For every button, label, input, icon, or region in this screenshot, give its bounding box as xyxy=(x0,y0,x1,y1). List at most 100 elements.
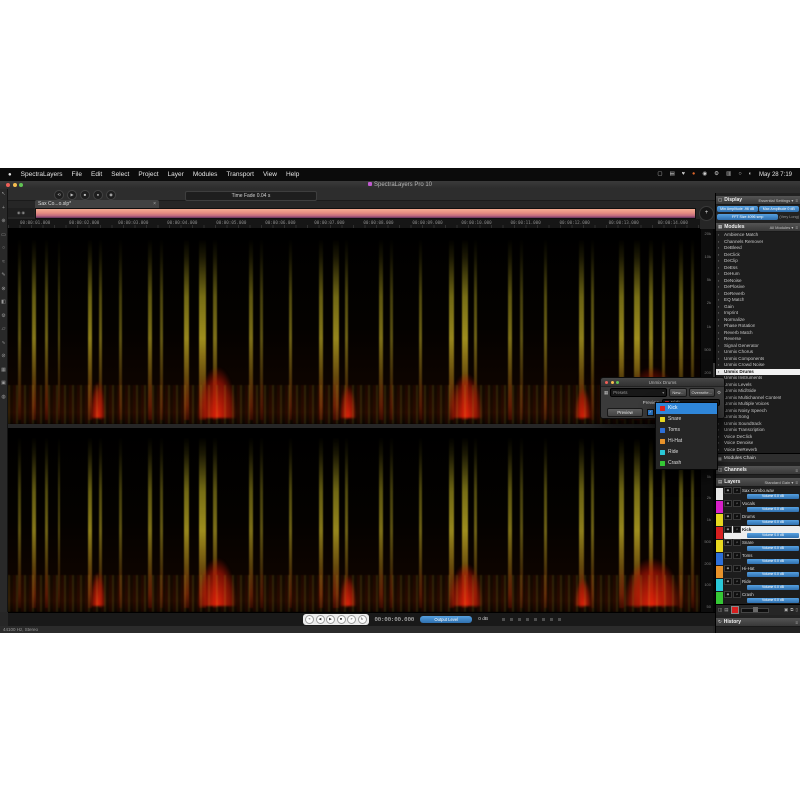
module-list-item[interactable]: ▪ Unmix Chorus xyxy=(716,349,800,356)
layer-visibility-toggle[interactable]: ◉ xyxy=(724,591,732,598)
layer-visibility-toggle[interactable]: ◉ xyxy=(724,500,732,507)
status-icon[interactable]: ⚙ xyxy=(714,171,720,177)
module-list-item[interactable]: ▪ Channels Remover xyxy=(716,239,800,246)
module-list-item[interactable]: ▪ EQ Match xyxy=(716,297,800,304)
dialog-minimize-button[interactable] xyxy=(610,380,614,384)
module-list-item[interactable]: ▪ Unmix Crowd Noise xyxy=(716,362,800,369)
layer-color-chip[interactable] xyxy=(716,513,723,526)
preset-new-button[interactable]: New... xyxy=(669,388,687,397)
dialog-zoom-button[interactable] xyxy=(616,380,619,384)
stem-dropdown-item[interactable]: Toms xyxy=(656,425,717,436)
toolbar-button[interactable]: ◉ xyxy=(106,190,116,200)
display-menu-icon[interactable]: ≡ xyxy=(795,197,798,203)
time-ruler[interactable]: 00:00:01.000 00:00:02.000 00:00:03.000 00:0… xyxy=(8,219,700,229)
layer-volume-slider[interactable]: Volume 0.0 dB xyxy=(747,520,799,525)
layer-row[interactable]: ◉ ♫ Hi-Hat Volume 0.0 dB xyxy=(716,565,800,578)
tool-button[interactable]: ↖ xyxy=(1,191,6,197)
amplitude-slider[interactable]: Max Amplitude 0 dB xyxy=(758,206,799,212)
layer-row[interactable]: ◉ ♫ Drums Volume 0.0 dB xyxy=(716,513,800,526)
module-list-item[interactable]: ▪ Signal Generator xyxy=(716,343,800,350)
display-panel-header[interactable]: ▢ Display Essential Settings ▾ ≡ xyxy=(716,196,800,205)
project-tab[interactable]: Sax Co...o.slp* × xyxy=(35,200,159,208)
tool-button[interactable]: ◧ xyxy=(1,299,6,305)
tool-button[interactable]: ○ xyxy=(1,245,6,251)
layers-footer-icon[interactable]: ▯ xyxy=(795,607,798,612)
menubar-clock[interactable]: May 28 7:19 xyxy=(758,171,792,178)
history-menu-icon[interactable]: ≡ xyxy=(795,619,798,625)
preview-button[interactable]: Preview xyxy=(607,408,643,417)
spectrogram-channel-left[interactable] xyxy=(8,229,700,424)
module-list-item[interactable]: ▪ DeClip xyxy=(716,258,800,265)
layer-color-chip[interactable] xyxy=(716,552,723,565)
transport-button[interactable]: » xyxy=(347,615,356,624)
tool-button[interactable]: ▦ xyxy=(1,366,6,373)
amplitude-slider[interactable]: Min Amplitude -96 dB xyxy=(717,206,758,212)
layer-volume-slider[interactable]: Volume 0.0 dB xyxy=(747,585,799,590)
waveform-overview-bar[interactable] xyxy=(35,208,696,219)
layer-row[interactable]: ◉ ♫ Sax Combo.wav Volume 0.0 dB xyxy=(716,487,800,500)
layer-visibility-toggle[interactable]: ◉ xyxy=(724,539,732,546)
module-list-item[interactable]: ▪ Normalize xyxy=(716,317,800,324)
zoom-window-button[interactable] xyxy=(19,183,23,187)
status-icon[interactable]: ▤ xyxy=(669,171,675,177)
layer-color-chip[interactable] xyxy=(716,487,723,500)
stem-dropdown-item[interactable]: Ride xyxy=(656,447,717,458)
layer-volume-slider[interactable]: Volume 0.0 dB xyxy=(747,507,799,512)
tool-button[interactable]: ≈ xyxy=(2,258,5,265)
active-layer-color[interactable] xyxy=(730,606,739,614)
transport-button[interactable]: « xyxy=(305,615,314,624)
layer-row[interactable]: ◉ ♫ Toms Volume 0.0 dB xyxy=(716,552,800,565)
menubar-item[interactable]: Edit xyxy=(91,171,103,178)
transport-button[interactable]: ◀ xyxy=(315,615,325,624)
status-icon[interactable]: ◐ xyxy=(748,171,752,177)
tool-button[interactable]: ∿ xyxy=(1,339,6,346)
menubar-item[interactable]: View xyxy=(262,171,277,178)
module-list-item[interactable]: ▪ Reverse xyxy=(716,336,800,343)
history-panel-header[interactable]: ↻ History ≡ xyxy=(716,618,800,627)
layer-volume-slider[interactable]: Volume 0.0 dB xyxy=(747,533,799,538)
layer-volume-slider[interactable]: Volume 0.0 dB xyxy=(747,559,799,564)
layer-color-chip[interactable] xyxy=(716,539,723,552)
layers-footer-icon[interactable]: ⧉ xyxy=(790,607,794,612)
navigation-target-button[interactable]: + xyxy=(699,206,714,221)
layer-color-chip[interactable] xyxy=(716,526,723,539)
stem-dropdown-item[interactable]: Hi-Hat xyxy=(656,436,717,447)
toolbar-button[interactable]: ● xyxy=(93,190,103,200)
apple-icon[interactable]: ● xyxy=(8,171,12,178)
layer-audio-toggle[interactable]: ♫ xyxy=(733,526,741,533)
toolbar-button[interactable]: ▶ xyxy=(67,190,77,200)
toolbar-button[interactable]: ■ xyxy=(80,190,90,200)
module-list-item[interactable]: ▪ Unmix Components xyxy=(716,356,800,363)
module-list-item[interactable]: ▪ Unmix Transcription xyxy=(716,427,800,434)
tool-button[interactable]: ⊕ xyxy=(1,218,6,224)
layer-audio-toggle[interactable]: ♫ xyxy=(733,487,741,494)
menubar-item[interactable]: File xyxy=(71,171,83,178)
tool-button[interactable]: ▱ xyxy=(1,326,6,332)
tool-button[interactable]: ▣ xyxy=(1,380,6,386)
tool-button[interactable]: ⊗ xyxy=(1,285,6,292)
spectrogram-channel-right[interactable] xyxy=(8,428,700,612)
layers-footer-icon[interactable]: ▤ xyxy=(724,607,729,612)
stem-dropdown-item[interactable]: Kick xyxy=(656,403,717,414)
channels-menu-icon[interactable]: ≡ xyxy=(795,467,798,473)
module-list-item[interactable]: ▪ Ambience Match xyxy=(716,232,800,239)
layer-row[interactable]: ◉ ♫ Snare Volume 0.0 dB xyxy=(716,539,800,552)
output-level-slider[interactable]: Output Level xyxy=(420,616,473,623)
layer-color-chip[interactable] xyxy=(716,591,723,604)
layer-visibility-toggle[interactable]: ◉ xyxy=(724,487,732,494)
module-list-item[interactable]: ▪ Voice Denoise xyxy=(716,440,800,447)
status-icon[interactable]: ◉ xyxy=(702,171,708,177)
menubar-item[interactable]: Transport xyxy=(226,171,254,178)
tool-button[interactable]: ⚙ xyxy=(1,312,6,319)
module-list-item[interactable]: ▪ Unmix Soundtrack xyxy=(716,421,800,428)
layer-volume-slider[interactable]: Volume 0.0 dB xyxy=(747,598,799,603)
tool-button[interactable]: ▭ xyxy=(1,231,6,238)
menubar-item[interactable]: Modules xyxy=(192,171,218,178)
menubar-item[interactable]: Select xyxy=(111,171,130,178)
module-list-item[interactable]: ▪ Gain xyxy=(716,304,800,311)
time-fade-field[interactable]: Time Fade 0.04 s xyxy=(185,190,317,201)
module-list-item[interactable]: ▪ Voice DeClick xyxy=(716,434,800,441)
module-list-item[interactable]: ▪ DeNoise xyxy=(716,278,800,285)
layer-audio-toggle[interactable]: ♫ xyxy=(733,513,741,520)
menubar-item[interactable]: Help xyxy=(285,171,300,178)
